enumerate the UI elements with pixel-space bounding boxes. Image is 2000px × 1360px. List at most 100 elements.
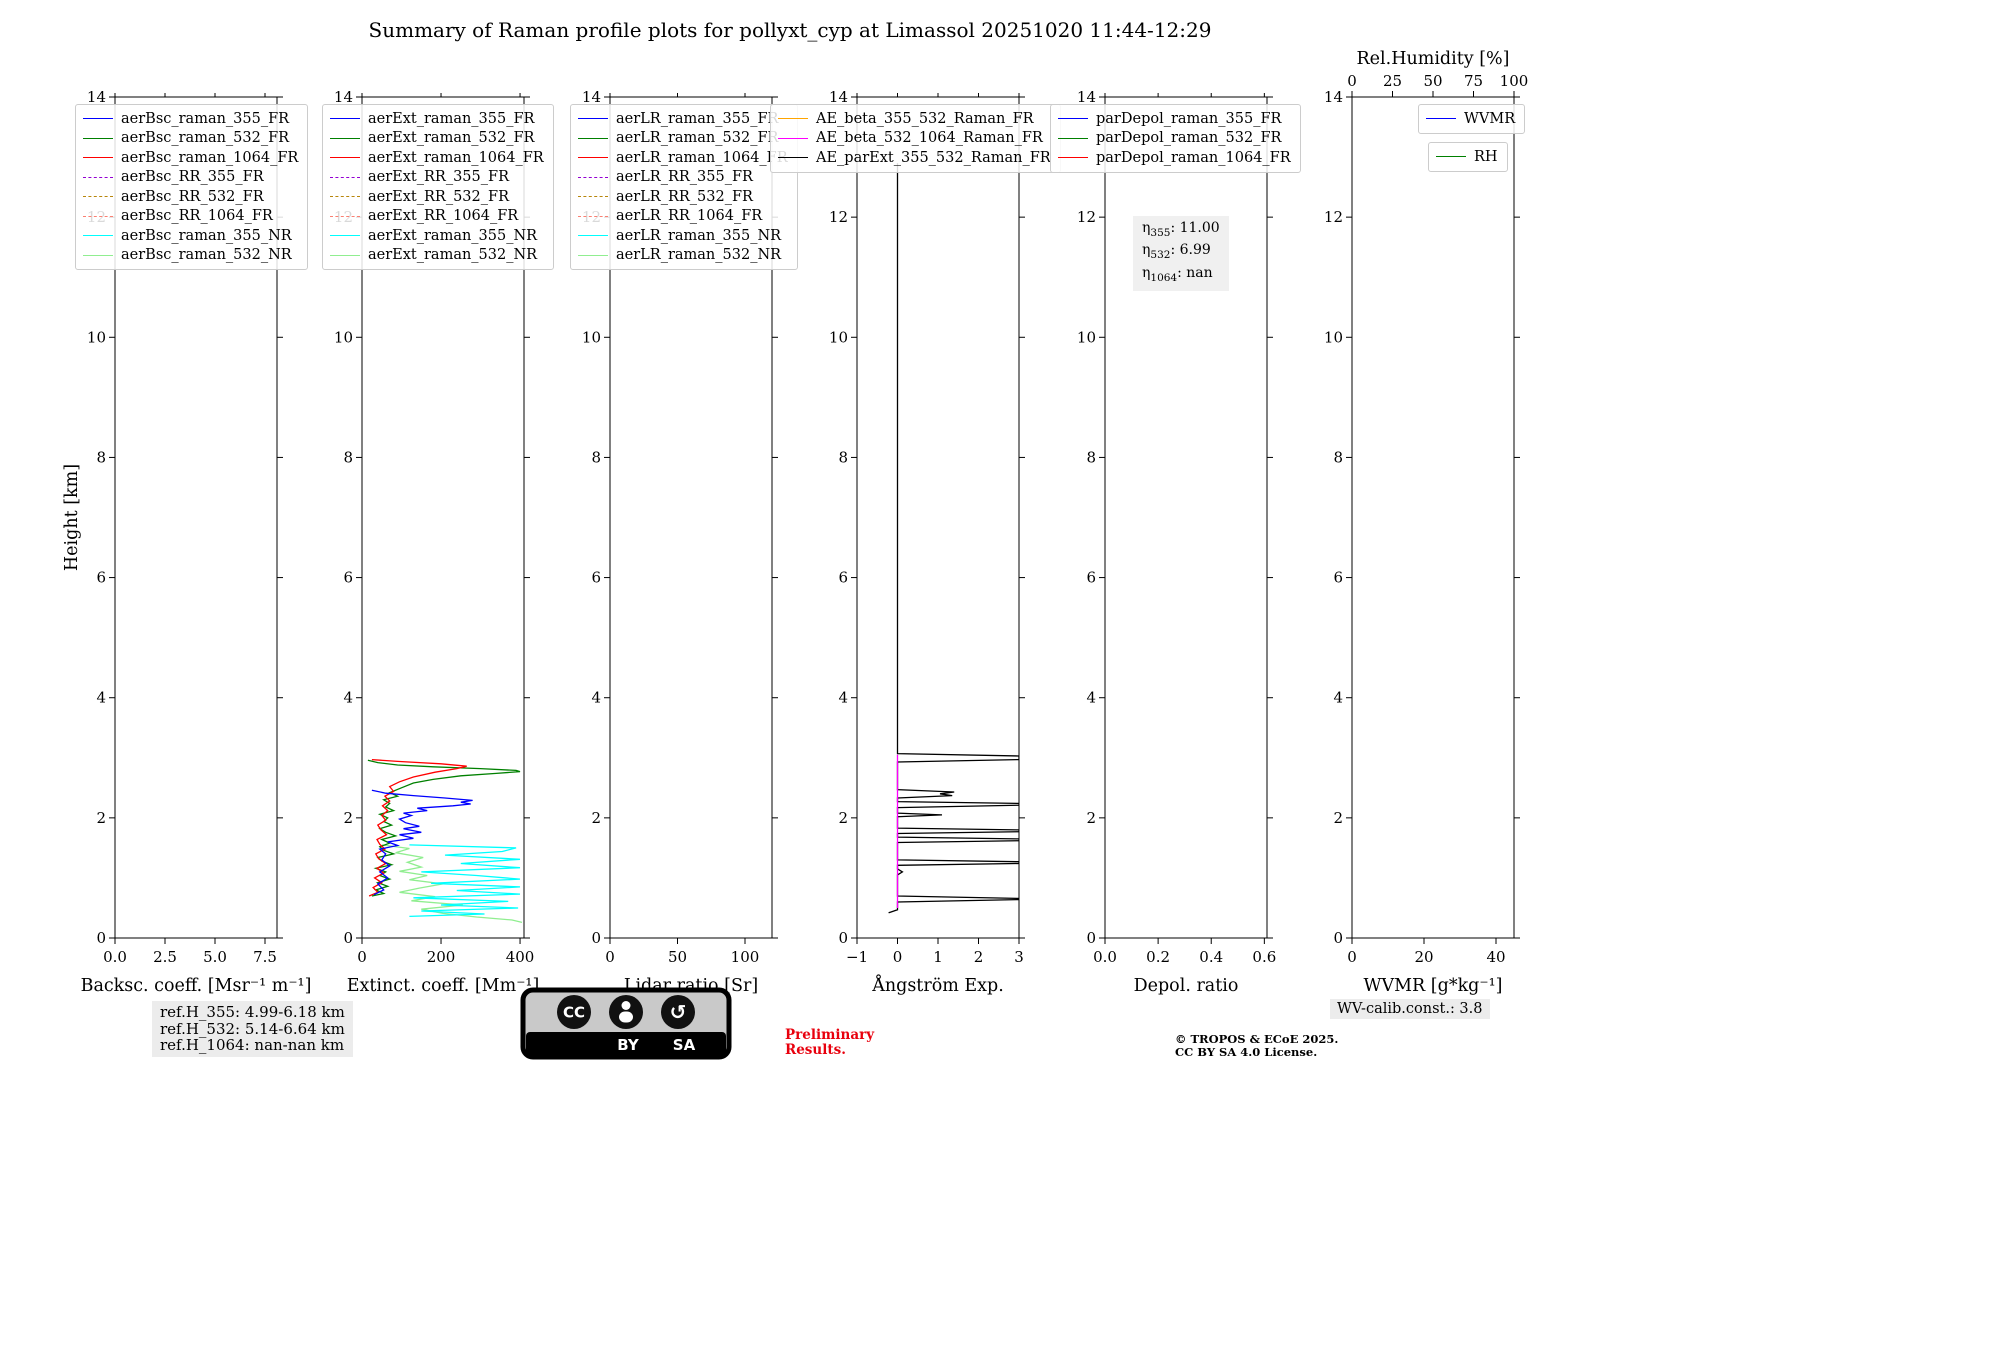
y-tick-label: 10 <box>829 328 848 346</box>
y-tick-label: 4 <box>96 689 106 707</box>
cc-license-badge: CC ↺ BY SA <box>520 987 732 1064</box>
legend-line-sample <box>83 137 113 139</box>
legend-line-sample <box>330 118 360 120</box>
y-tick-label: 8 <box>1333 448 1343 466</box>
legend: WVMR <box>1418 104 1526 134</box>
legend-entry: WVMR <box>1426 109 1515 129</box>
legend-line-sample <box>330 137 360 139</box>
legend-label: aerLR_raman_532_FR <box>616 130 779 147</box>
plot-frame <box>609 96 773 939</box>
legend-entry: aerExt_raman_355_FR <box>330 109 544 129</box>
legend-line-sample <box>1436 156 1466 158</box>
series-aerExt_raman_532_NR <box>381 844 523 924</box>
legend-entry: RH <box>1436 147 1498 167</box>
legend-entry: parDepol_raman_532_FR <box>1058 129 1291 149</box>
legend-entry: AE_beta_355_532_Raman_FR <box>778 109 1051 129</box>
legend-line-sample <box>1426 118 1456 120</box>
legend-entry: aerBsc_RR_532_FR <box>83 187 298 207</box>
badge-sa-text: SA <box>673 1036 696 1054</box>
y-tick-label: 4 <box>1333 689 1343 707</box>
plot-frame <box>1104 96 1268 939</box>
top-axis-label: Rel.Humidity [%] <box>1357 49 1510 69</box>
x-tick-label: 5.0 <box>203 948 227 966</box>
y-tick-label: 0 <box>1086 929 1096 947</box>
legend-label: aerExt_raman_1064_FR <box>368 149 544 166</box>
legend-label: parDepol_raman_1064_FR <box>1096 149 1291 166</box>
top-tick-label: 75 <box>1464 72 1483 90</box>
y-tick-label: 4 <box>591 689 601 707</box>
y-tick-label: 0 <box>591 929 601 947</box>
y-tick-label: 2 <box>343 809 353 827</box>
legend-entry: aerLR_raman_1064_FR <box>578 148 788 168</box>
x-tick-label: 100 <box>731 948 760 966</box>
series-aerExt_raman_355_FR <box>371 789 473 896</box>
plot-frame <box>114 96 278 939</box>
x-tick-label: 20 <box>1414 948 1433 966</box>
legend: RH <box>1428 142 1508 172</box>
x-tick-label: 0 <box>1347 948 1357 966</box>
legend-line-sample <box>578 215 608 217</box>
y-tick-label: 14 <box>334 88 353 106</box>
x-tick-label: 2 <box>974 948 984 966</box>
x-tick-label: 0 <box>605 948 615 966</box>
legend-line-sample <box>578 157 608 159</box>
x-tick-label: 0.4 <box>1199 948 1223 966</box>
legend-label: aerBsc_raman_355_NR <box>121 227 292 244</box>
y-tick-label: 12 <box>1077 208 1096 226</box>
person-head <box>621 1001 631 1010</box>
legend-line-sample <box>1058 118 1088 120</box>
eta-355-line: η355: 11.00 <box>1142 220 1220 239</box>
legend-entry: parDepol_raman_1064_FR <box>1058 148 1291 168</box>
top-tick-label: 50 <box>1423 72 1442 90</box>
cc-badge-graphic: CC ↺ BY SA <box>520 987 732 1060</box>
legend-label: aerLR_raman_355_NR <box>616 227 782 244</box>
legend-entry: aerBsc_raman_355_FR <box>83 109 298 129</box>
legend-line-sample <box>83 118 113 120</box>
legend-entry: aerExt_raman_1064_FR <box>330 148 544 168</box>
legend-label: WVMR <box>1464 110 1516 127</box>
x-axis-label-depol: Depol. ratio <box>1134 976 1239 996</box>
y-tick-label: 0 <box>96 929 106 947</box>
x-axis-label-extinction: Extinct. coeff. [Mm⁻¹] <box>347 976 540 996</box>
cc-icon-text: CC <box>563 1004 585 1022</box>
figure-title: Summary of Raman profile plots for polly… <box>368 18 1212 42</box>
y-tick-label: 14 <box>1324 88 1343 106</box>
y-tick-label: 6 <box>343 569 353 587</box>
legend-label: aerLR_raman_532_NR <box>616 247 782 264</box>
y-tick-label: 8 <box>96 448 106 466</box>
x-tick-label: 40 <box>1486 948 1505 966</box>
legend-line-sample <box>778 157 808 159</box>
legend-entry: aerExt_raman_532_NR <box>330 246 544 266</box>
legend-label: AE_beta_355_532_Raman_FR <box>816 110 1034 127</box>
y-tick-label: 8 <box>1086 448 1096 466</box>
plot-frame <box>856 96 1020 939</box>
legend-label: aerLR_RR_1064_FR <box>616 208 763 225</box>
legend-label: RH <box>1474 148 1498 165</box>
legend-line-sample <box>578 196 608 198</box>
legend-entry: aerLR_raman_532_NR <box>578 246 788 266</box>
y-tick-label: 14 <box>1077 88 1096 106</box>
y-tick-label: 2 <box>1333 809 1343 827</box>
legend-label: aerExt_raman_532_FR <box>368 130 535 147</box>
legend: aerLR_raman_355_FR aerLR_raman_532_FR aerL… <box>570 104 798 270</box>
legend-entry: aerBsc_raman_1064_FR <box>83 148 298 168</box>
plot-frame <box>1351 96 1515 939</box>
legend-entry: parDepol_raman_355_FR <box>1058 109 1291 129</box>
legend-line-sample <box>578 254 608 256</box>
x-tick-label: 0 <box>893 948 903 966</box>
y-tick-label: 14 <box>87 88 106 106</box>
y-tick-label: 0 <box>838 929 848 947</box>
y-tick-label: 10 <box>582 328 601 346</box>
legend-entry: aerBsc_RR_1064_FR <box>83 207 298 227</box>
legend-label: aerExt_raman_355_FR <box>368 110 535 127</box>
y-tick-label: 6 <box>96 569 106 587</box>
ref-height-532: ref.H_532: 5.14-6.64 km <box>160 1019 345 1038</box>
series-aerExt_raman_532_FR <box>367 759 521 897</box>
legend: AE_beta_355_532_Raman_FR AE_beta_532_1064… <box>770 104 1061 173</box>
legend-entry: aerLR_raman_355_NR <box>578 226 788 246</box>
x-tick-label: 2.5 <box>153 948 177 966</box>
legend-label: aerBsc_raman_532_NR <box>121 247 292 264</box>
